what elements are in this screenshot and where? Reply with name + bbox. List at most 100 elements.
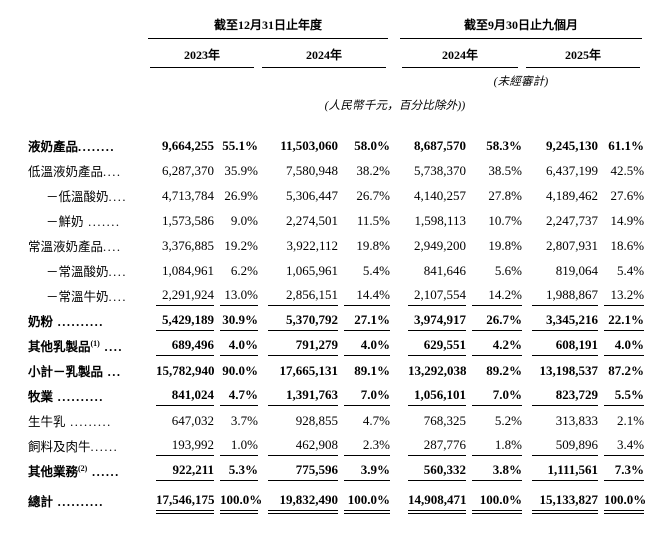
value-cell: 1,598,113 xyxy=(398,206,466,231)
cell-text: 287,776 xyxy=(408,436,467,456)
row-label-text: 低溫液奶產品 xyxy=(28,165,104,179)
cell-text: 1,988,867 xyxy=(532,286,599,306)
row-label-text: －常溫酸奶 xyxy=(46,265,109,279)
section-gap xyxy=(390,12,398,39)
row-label-text: 小計－乳製品 xyxy=(28,365,104,379)
value-cell: 5,429,189 xyxy=(146,306,214,331)
value-cell: 1,988,867 xyxy=(522,281,599,306)
cell-text: 2,291,924 xyxy=(156,286,214,306)
row-label: 其他業務(2) ...... xyxy=(0,456,146,481)
cell-text: 17,546,175 xyxy=(156,491,215,514)
cell-text: 4.0% xyxy=(604,336,645,356)
dot-leader: .... xyxy=(108,290,128,304)
table-row: 牧業 .......... 841,024 4.7% 1,391,763 7.0% 1,0… xyxy=(0,381,645,406)
percent-cell: 35.9% xyxy=(214,156,258,181)
row-label: －鮮奶 ....... xyxy=(0,206,146,231)
percent-cell: 5.6% xyxy=(466,256,522,281)
value-cell: 791,279 xyxy=(258,331,338,356)
cell-text: 14.9% xyxy=(610,213,645,228)
cell-text: 4,713,784 xyxy=(162,188,214,203)
cell-text: 1,084,961 xyxy=(162,263,214,278)
header-corner-blank xyxy=(0,12,146,39)
unaudited-note-row: (未經審計) xyxy=(0,68,644,94)
year-label-2024: 2024年 xyxy=(262,39,387,68)
section-gap xyxy=(390,156,398,181)
table-row: －鮮奶 ....... 1,573,586 9.0% 2,274,501 11.5% 1,… xyxy=(0,206,644,231)
cell-text: 3,922,112 xyxy=(286,238,338,253)
dot-leader: ......... xyxy=(65,415,112,429)
cell-text: 100.0% xyxy=(604,491,646,514)
value-cell: 6,287,370 xyxy=(146,156,214,181)
cell-text: 2,107,554 xyxy=(408,286,467,306)
cell-text: 11.5% xyxy=(356,213,391,228)
section-gap xyxy=(390,356,398,381)
cell-text: 841,646 xyxy=(423,263,467,278)
cell-text: 17,665,131 xyxy=(279,363,339,378)
value-cell: 768,325 xyxy=(398,406,466,431)
cell-text: 462,908 xyxy=(268,436,338,456)
cell-text: 3,974,917 xyxy=(408,311,467,331)
cell-text: 5.6% xyxy=(494,263,523,278)
cell-text: 13.2% xyxy=(604,286,645,306)
cell-text: 2.1% xyxy=(616,413,645,428)
cell-text: 5.2% xyxy=(494,413,523,428)
value-cell: 608,191 xyxy=(522,331,599,356)
row-label: 小計－乳製品 ... xyxy=(0,356,146,381)
percent-cell: 87.2% xyxy=(598,356,644,381)
percent-cell: 14.9% xyxy=(598,206,644,231)
cell-text: 509,896 xyxy=(532,436,599,456)
cell-text: 4,140,257 xyxy=(414,188,467,203)
cell-text: 193,992 xyxy=(156,436,214,456)
row-label-text: 飼料及肉牛 xyxy=(28,440,91,454)
percent-cell: 9.0% xyxy=(214,206,258,231)
percent-cell: 27.6% xyxy=(598,181,644,206)
cell-text: 768,325 xyxy=(423,413,467,428)
percent-cell: 27.1% xyxy=(338,306,391,331)
row-label: －常溫牛奶.... xyxy=(0,281,146,306)
cell-text: 90.0% xyxy=(222,363,258,378)
header-blank xyxy=(0,94,146,115)
section-gap xyxy=(390,131,398,156)
revenue-breakdown-table: 截至12月31日止年度 截至9月30日止九個月 2023年 2024年 2024… xyxy=(0,12,646,517)
value-cell: 841,024 xyxy=(146,381,214,406)
row-label: 常溫液奶產品.... xyxy=(0,231,146,256)
value-cell: 2,291,924 xyxy=(146,281,214,306)
percent-cell: 2.1% xyxy=(598,406,644,431)
cell-text: 2,274,501 xyxy=(286,213,338,228)
unaudited-note: (未經審計) xyxy=(493,76,549,88)
percent-cell: 19.2% xyxy=(214,231,258,256)
percent-cell: 38.2% xyxy=(338,156,390,181)
year-column-2024: 2024年 xyxy=(258,39,390,68)
value-cell: 313,833 xyxy=(522,406,598,431)
value-cell: 193,992 xyxy=(146,431,214,456)
percent-cell: 89.1% xyxy=(338,356,390,381)
table-row: －常溫酸奶.... 1,084,961 6.2% 1,065,961 5.4% 841,6… xyxy=(0,256,644,281)
percent-cell: 2.3% xyxy=(338,431,391,456)
row-label: 奶粉 .......... xyxy=(0,306,146,331)
value-cell: 1,573,586 xyxy=(146,206,214,231)
value-cell: 6,437,199 xyxy=(522,156,598,181)
cell-text: 14,908,471 xyxy=(408,491,467,514)
value-cell: 922,211 xyxy=(146,456,214,481)
value-cell: 7,580,948 xyxy=(258,156,338,181)
percent-cell: 55.1% xyxy=(214,131,258,156)
year-header-row: 2023年 2024年 2024年 2025年 xyxy=(0,39,644,68)
cell-text: 3.8% xyxy=(472,461,523,481)
percent-cell: 26.7% xyxy=(338,181,390,206)
percent-cell: 19.8% xyxy=(338,231,390,256)
percent-cell: 3.8% xyxy=(466,456,523,481)
value-cell: 4,189,462 xyxy=(522,181,598,206)
row-label: 液奶產品........ xyxy=(0,131,146,156)
spacer-cell xyxy=(0,115,644,131)
dot-leader: .... xyxy=(108,265,128,279)
value-cell: 5,370,792 xyxy=(258,306,338,331)
dot-leader: .......... xyxy=(53,390,104,404)
row-label-text: 常溫液奶產品 xyxy=(28,240,104,254)
value-cell: 8,687,570 xyxy=(398,131,466,156)
row-label-text: 總計 xyxy=(28,495,54,509)
percent-cell: 38.5% xyxy=(466,156,522,181)
table-row: 低溫液奶產品.... 6,287,370 35.9% 7,580,948 38.2% 5,… xyxy=(0,156,644,181)
cell-text: 26.7% xyxy=(356,188,391,203)
percent-cell: 3.4% xyxy=(598,431,645,456)
cell-text: 4,189,462 xyxy=(546,188,599,203)
